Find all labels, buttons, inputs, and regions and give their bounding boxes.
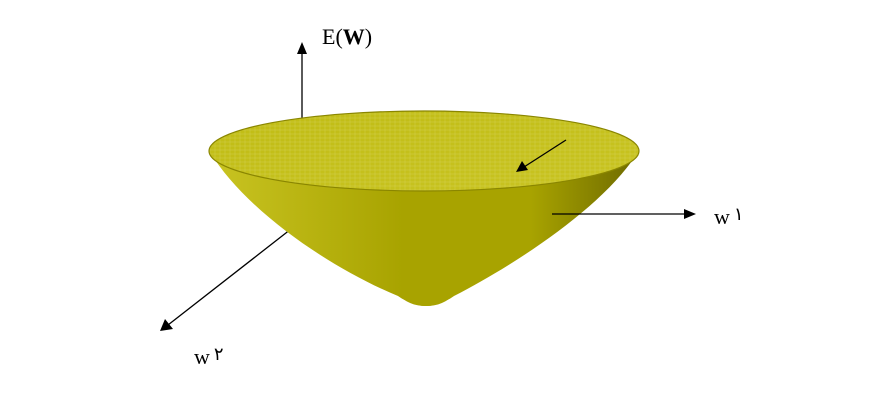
descent-arrowhead bbox=[516, 161, 528, 172]
w1-axis bbox=[552, 209, 696, 219]
descent-arrow bbox=[516, 139, 567, 172]
cone-tip bbox=[398, 294, 454, 306]
e-axis bbox=[297, 42, 307, 118]
e-axis-label: E(W) bbox=[322, 24, 372, 49]
w1-axis-arrowhead bbox=[684, 209, 696, 219]
w2-axis bbox=[160, 221, 301, 331]
w2-axis-arrowhead bbox=[160, 319, 173, 331]
e-axis-arrowhead bbox=[297, 42, 307, 54]
cone-body bbox=[210, 152, 638, 306]
